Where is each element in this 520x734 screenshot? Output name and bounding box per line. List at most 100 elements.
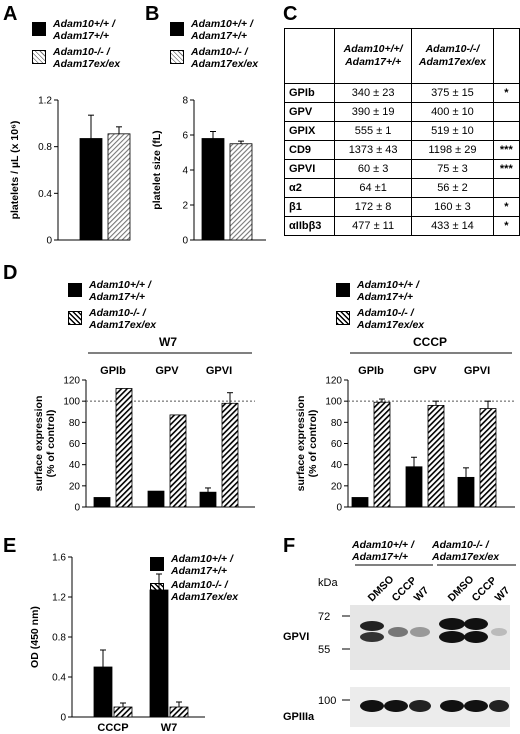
panel-label-f: F <box>283 535 296 557</box>
table-cell-significance: *** <box>492 140 520 160</box>
band-label-gpiiia: GPIIIa <box>283 711 315 723</box>
table-cell-significance <box>492 102 520 122</box>
y-tick-label: 0 <box>74 503 80 514</box>
group-title: W7 <box>159 335 177 349</box>
marker-100: 100 <box>318 695 336 707</box>
legend-wt: Adam10+/+ / Adam17+/+ <box>89 279 151 303</box>
legend-swatch-ko <box>336 311 350 325</box>
table-row: GPVI 60 ± 3 75 ± 3 *** <box>284 159 520 179</box>
table-cell-marker: CD9 <box>284 140 335 160</box>
legend-ko: Adam10-/- / Adam17ex/ex <box>191 46 259 70</box>
table-cell-value: 75 ± 3 <box>411 159 494 179</box>
band-label-gpvi: GPVI <box>283 631 309 643</box>
table-cell-marker: GPIb <box>284 83 335 103</box>
y-tick-label: 100 <box>63 397 80 408</box>
table-header-ko: Adam10-/-/ Adam17ex/ex <box>411 28 494 84</box>
y-axis-label: surface expression <box>295 396 307 492</box>
legend-wt: Adam10+/+ / Adam17+/+ <box>191 18 253 42</box>
bar <box>115 388 133 508</box>
legend-swatch-wt <box>68 283 82 297</box>
table-row: β1 172 ± 8 160 ± 3 * <box>284 197 520 217</box>
category-label: GPIb <box>358 365 384 377</box>
chart-d-w7: 0 20 40 60 80 100 120 surface expression (% of c… <box>33 335 255 514</box>
table-cell-marker: αIIbβ3 <box>284 216 335 236</box>
y-tick-label: 0 <box>46 236 52 247</box>
table-row: CD9 1373 ± 43 1198 ± 29 *** <box>284 140 520 160</box>
table-cell-value: 477 ± 11 <box>333 216 413 236</box>
y-tick-label: 6 <box>182 131 188 142</box>
panel-label-c: C <box>283 3 298 25</box>
y-tick-label: 0.8 <box>52 633 66 644</box>
table-row: α2 64 ±1 56 ± 2 <box>284 178 520 198</box>
legend-swatch-ko <box>32 50 46 64</box>
table-cell-significance: * <box>492 197 520 217</box>
bar <box>201 138 225 241</box>
table-cell-marker: β1 <box>284 197 335 217</box>
table-cell-value: 375 ± 15 <box>411 83 494 103</box>
y-axis-label: OD (450 nm) <box>29 606 41 668</box>
table-cell-significance: * <box>492 83 520 103</box>
legend-ko: Adam10-/- / Adam17ex/ex <box>53 46 121 70</box>
y-tick-label: 120 <box>325 376 342 387</box>
bar <box>479 408 497 508</box>
y-tick-label: 40 <box>69 460 81 471</box>
legend-swatch-wt <box>170 22 184 36</box>
bar <box>79 138 103 241</box>
y-tick-label: 1.2 <box>52 593 66 604</box>
legend-swatch-ko <box>170 50 184 64</box>
table-cell-marker: GPV <box>284 102 335 122</box>
chart-e: 0 0.4 0.8 1.2 1.6 OD (450 nm) CCCP W7 <box>29 553 205 734</box>
table-header-empty <box>284 28 335 84</box>
panel-label-b: B <box>145 3 160 25</box>
bar <box>405 466 423 508</box>
marker-72: 72 <box>318 611 330 623</box>
kda-label: kDa <box>318 577 338 589</box>
bar <box>221 402 239 508</box>
y-axis-label: platelet size (fL) <box>151 130 163 209</box>
y-tick-label: 100 <box>325 397 342 408</box>
panel-label-a: A <box>3 3 18 25</box>
chart-a: 0 0.4 0.8 1.2 platelets / µL (x 10⁶) <box>9 96 131 247</box>
table-cell-value: 1373 ± 43 <box>333 140 413 160</box>
table-cell-value: 56 ± 2 <box>411 178 494 198</box>
y-tick-label: 4 <box>182 166 188 177</box>
bar <box>147 490 165 508</box>
bar <box>107 133 131 241</box>
y-tick-label: 0 <box>336 503 342 514</box>
table-cell-value: 1198 ± 29 <box>411 140 494 160</box>
lane-label: DMSO <box>366 573 397 604</box>
table-cell-marker: GPIX <box>284 121 335 141</box>
y-tick-label: 60 <box>331 439 343 450</box>
table-cell-marker: α2 <box>284 178 335 198</box>
gpiiia-bands <box>360 700 509 712</box>
table-cell-value: 64 ±1 <box>333 178 413 198</box>
bar <box>93 666 113 718</box>
table-row: GPV 390 ± 19 400 ± 10 <box>284 102 520 122</box>
table-cell-value: 390 ± 19 <box>333 102 413 122</box>
y-tick-label: 8 <box>182 96 188 107</box>
table-cell-significance: * <box>492 216 520 236</box>
gpvi-bands <box>360 618 507 643</box>
table-cell-significance: *** <box>492 159 520 179</box>
panel-label-d: D <box>3 262 18 284</box>
category-label: GPVI <box>464 365 490 377</box>
category-label: W7 <box>161 722 178 734</box>
lane-label: CCCP <box>470 575 500 605</box>
table-header-wt: Adam10+/+/ Adam17+/+ <box>333 28 413 84</box>
table-cell-value: 555 ± 1 <box>333 121 413 141</box>
y-tick-label: 2 <box>182 201 188 212</box>
bar <box>149 589 169 718</box>
y-axis-label: surface expression <box>33 396 45 492</box>
lane-label: W7 <box>493 584 513 604</box>
y-axis-label: platelets / µL (x 10⁶) <box>9 121 21 220</box>
legend-ko: Adam10-/- / Adam17ex/ex <box>171 579 239 603</box>
legend-ko: Adam10-/- / Adam17ex/ex <box>89 307 157 331</box>
table-cell-value: 172 ± 8 <box>333 197 413 217</box>
table-cell-value: 400 ± 10 <box>411 102 494 122</box>
blot-group-ko: Adam10-/- / Adam17ex/ex <box>432 539 500 563</box>
lane-label: DMSO <box>446 573 477 604</box>
table-header-sig <box>492 28 520 84</box>
group-title: CCCP <box>413 335 447 349</box>
table-cell-value: 433 ± 14 <box>411 216 494 236</box>
